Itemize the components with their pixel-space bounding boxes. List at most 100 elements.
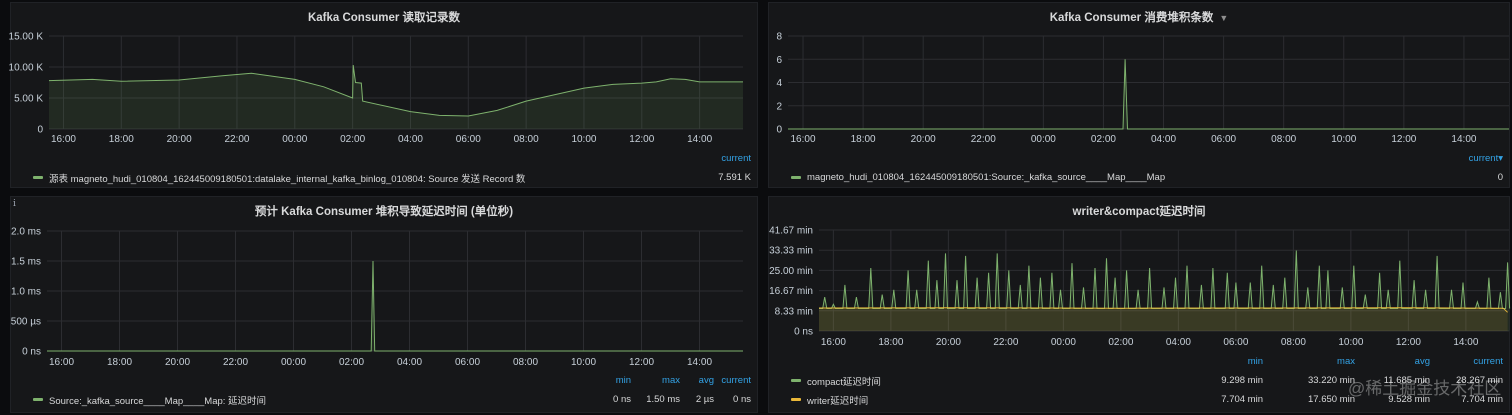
y-tick-label: 16.67 min [769,286,813,297]
dropdown-caret-icon[interactable]: ▼ [1219,13,1229,23]
legend-series-name: Source:_kafka_source____Map____Map: 延迟时间 [49,395,267,407]
series-color-swatch-icon[interactable] [33,398,43,401]
x-tick-label: 14:00 [1453,337,1478,348]
x-tick-label: 06:00 [1211,134,1236,145]
legend-column-header-avg[interactable]: avg [1414,356,1430,367]
x-tick-label: 02:00 [340,134,365,145]
x-tick-label: 18:00 [107,357,132,368]
panel-title[interactable]: Kafka Consumer 消费堆积条数 ▼ [769,9,1509,25]
legend-series[interactable]: magneto_hudi_010804_162445009180501:Sour… [791,172,1423,183]
watermark: @稀土掘金技术社区 [1348,379,1502,398]
x-tick-label: 20:00 [936,337,961,348]
y-tick-label: 0 ns [794,327,813,338]
legend-row[interactable]: 源表 magneto_hudi_010804_162445009180501:d… [33,168,751,187]
legend-value: 0 ns [613,394,631,405]
panel-title-text: writer&compact延迟时间 [1072,206,1206,218]
x-tick-label: 16:00 [821,337,846,348]
legend-column-header-avg[interactable]: avg [698,375,714,386]
legend-column-header-current[interactable]: current [1473,356,1503,367]
x-tick-label: 04:00 [397,357,422,368]
legend-series-name: magneto_hudi_010804_162445009180501:Sour… [807,172,1166,183]
x-tick-label: 16:00 [791,134,816,145]
y-tick-label: 0 ns [22,347,41,358]
x-tick-label: 00:00 [1051,337,1076,348]
x-tick-label: 00:00 [1031,134,1056,145]
x-tick-label: 06:00 [455,357,480,368]
x-tick-label: 18:00 [109,134,134,145]
y-tick-label: 10.00 K [9,63,44,74]
chart-svg: 0 ns 8.33 min 16.67 min 25.00 min 33.33 min 4… [769,226,1511,348]
legend-row[interactable]: writer延迟时间 7.704 min 17.650 min 9.528 min 7.… [791,390,1503,409]
legend-column-header-current[interactable]: current [721,153,751,164]
y-tick-label: 41.67 min [769,226,813,237]
y-tick-label: 2.0 ms [11,227,41,238]
info-icon[interactable]: i [13,199,16,209]
y-tick-label: 1.5 ms [11,257,41,268]
y-tick-label: 25.00 min [769,266,813,277]
legend: min max avg current Source:_kafka_source____… [33,371,751,409]
legend-row[interactable]: compact延迟时间 9.298 min 33.220 min 11.685 min… [791,371,1503,390]
legend-series[interactable]: 源表 magneto_hudi_010804_162445009180501:d… [33,171,671,185]
series-line [48,65,743,117]
x-tick-label: 08:00 [514,134,539,145]
legend-column-header-current[interactable]: current▾ [1468,153,1503,164]
panel-title-text: 预计 Kafka Consumer 堆积导致延迟时间 (单位秒) [254,206,514,218]
legend-series[interactable]: Source:_kafka_source____Map____Map: 延迟时间 [33,393,591,407]
x-tick-label: 22:00 [993,337,1018,348]
y-tick-label: 33.33 min [769,246,813,257]
x-tick-label: 22:00 [223,357,248,368]
y-tick-label: 8.33 min [775,306,813,317]
y-tick-label: 15.00 K [9,32,44,43]
legend-column-header-max[interactable]: max [662,375,680,386]
legend-column-header-min[interactable]: min [615,375,631,386]
legend-value: 9.528 min [1388,394,1430,405]
legend-column-header-min[interactable]: min [1247,356,1263,367]
legend-series[interactable]: writer延迟时间 [791,393,1203,407]
x-tick-label: 22:00 [971,134,996,145]
series-color-swatch-icon[interactable] [791,176,801,179]
chart-svg: 0 2 4 6 8 16:00 18:00 20:00 22:00 00:00 02:00 04:00… [776,32,1509,145]
y-tick-label: 0 [37,125,43,136]
legend-value: 33.220 min [1307,375,1355,386]
chart-svg: 0 ns 500 µs 1.0 ms 1.5 ms 2.0 ms 16:00 18:00 20… [11,227,743,368]
series-color-swatch-icon[interactable] [791,398,801,401]
panel-title[interactable]: Kafka Consumer 读取记录数 [11,9,757,25]
legend: min max avg current compact延迟时间 9.298 min 33.2… [791,352,1503,409]
series-area [788,59,1509,129]
x-tick-label: 20:00 [167,134,192,145]
series-color-swatch-icon[interactable] [33,176,43,179]
y-tick-label: 8 [776,32,782,43]
x-tick-label: 02:00 [339,357,364,368]
legend-value: 9.298 min [1221,375,1263,386]
y-tick-label: 0 [776,125,782,136]
x-tick-label: 12:00 [1396,337,1421,348]
x-tick-label: 04:00 [1166,337,1191,348]
x-tick-label: 18:00 [851,134,876,145]
series-area [47,261,743,351]
legend-column-header-max[interactable]: max [1337,356,1355,367]
series-color-swatch-icon[interactable] [791,379,801,382]
x-tick-label: 22:00 [224,134,249,145]
x-tick-label: 14:00 [687,134,712,145]
legend-row[interactable]: Source:_kafka_source____Map____Map: 延迟时间… [33,390,751,409]
panel-title[interactable]: writer&compact延迟时间 [769,203,1509,219]
panel-title[interactable]: 预计 Kafka Consumer 堆积导致延迟时间 (单位秒) [11,203,757,219]
x-tick-label: 16:00 [51,134,76,145]
x-tick-label: 16:00 [49,357,74,368]
legend-value: 7.704 min [1461,394,1503,405]
legend-row[interactable]: magneto_hudi_010804_162445009180501:Sour… [791,168,1503,187]
x-tick-label: 02:00 [1091,134,1116,145]
legend-column-header-current[interactable]: current [721,375,751,386]
series-line [819,250,1511,309]
legend-value: 17.650 min [1307,394,1355,405]
x-tick-label: 14:00 [1451,134,1476,145]
x-tick-label: 08:00 [1281,337,1306,348]
panel-kafka-consumer-read-records: Kafka Consumer 读取记录数 0 5.00 K 10.00 K 15.00 … [9,2,758,188]
x-tick-label: 10:00 [1338,337,1363,348]
legend-value: 0 [1497,172,1503,183]
y-tick-label: 2 [776,101,782,112]
legend-value: 28.267 min [1455,375,1503,386]
x-tick-label: 12:00 [1391,134,1416,145]
legend-series-name: 源表 magneto_hudi_010804_162445009180501:d… [49,173,526,185]
legend-series[interactable]: compact延迟时间 [791,374,1203,388]
